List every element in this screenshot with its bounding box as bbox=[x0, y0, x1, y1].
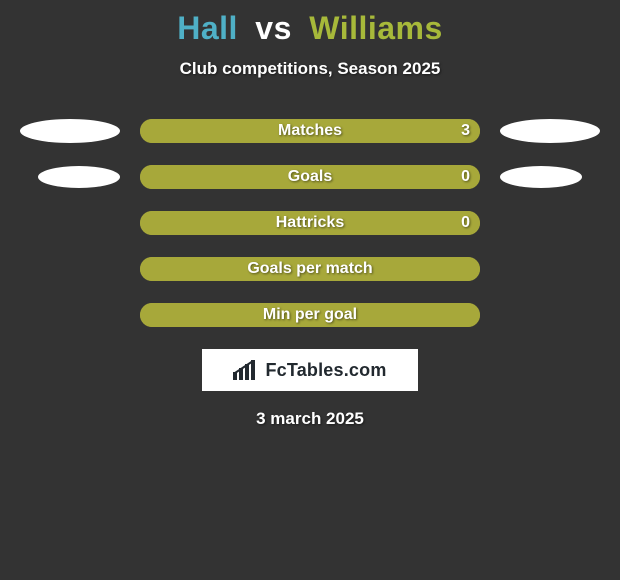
left-ellipse bbox=[20, 119, 120, 143]
stat-bar: Goals 0 bbox=[140, 165, 480, 189]
stat-value-right: 0 bbox=[461, 165, 470, 189]
stat-label: Min per goal bbox=[140, 303, 480, 327]
footer-date: 3 march 2025 bbox=[0, 409, 620, 429]
stat-row: Goals 0 bbox=[0, 165, 620, 189]
stat-bar: Min per goal bbox=[140, 303, 480, 327]
vs-separator: vs bbox=[255, 10, 292, 46]
stat-value-right: 0 bbox=[461, 211, 470, 235]
stat-label: Hattricks bbox=[140, 211, 480, 235]
player2-name: Williams bbox=[309, 10, 443, 46]
stats-block: Matches 3 Goals 0 Hattricks 0 bbox=[0, 119, 620, 327]
brand-box: FcTables.com bbox=[202, 349, 418, 391]
stat-bar: Goals per match bbox=[140, 257, 480, 281]
left-ellipse bbox=[38, 166, 120, 188]
stat-row: Min per goal bbox=[0, 303, 620, 327]
player1-name: Hall bbox=[177, 10, 238, 46]
stat-bar: Matches 3 bbox=[140, 119, 480, 143]
right-ellipse bbox=[500, 119, 600, 143]
barchart-icon bbox=[233, 360, 259, 380]
infographic-canvas: Hall vs Williams Club competitions, Seas… bbox=[0, 0, 620, 580]
page-title: Hall vs Williams bbox=[0, 0, 620, 47]
brand-text: FcTables.com bbox=[265, 360, 386, 381]
stat-row: Hattricks 0 bbox=[0, 211, 620, 235]
stat-row: Matches 3 bbox=[0, 119, 620, 143]
stat-value-right: 3 bbox=[461, 119, 470, 143]
stat-bar: Hattricks 0 bbox=[140, 211, 480, 235]
right-ellipse bbox=[500, 166, 582, 188]
stat-label: Matches bbox=[140, 119, 480, 143]
stat-row: Goals per match bbox=[0, 257, 620, 281]
stat-label: Goals bbox=[140, 165, 480, 189]
stat-label: Goals per match bbox=[140, 257, 480, 281]
subtitle: Club competitions, Season 2025 bbox=[0, 59, 620, 79]
